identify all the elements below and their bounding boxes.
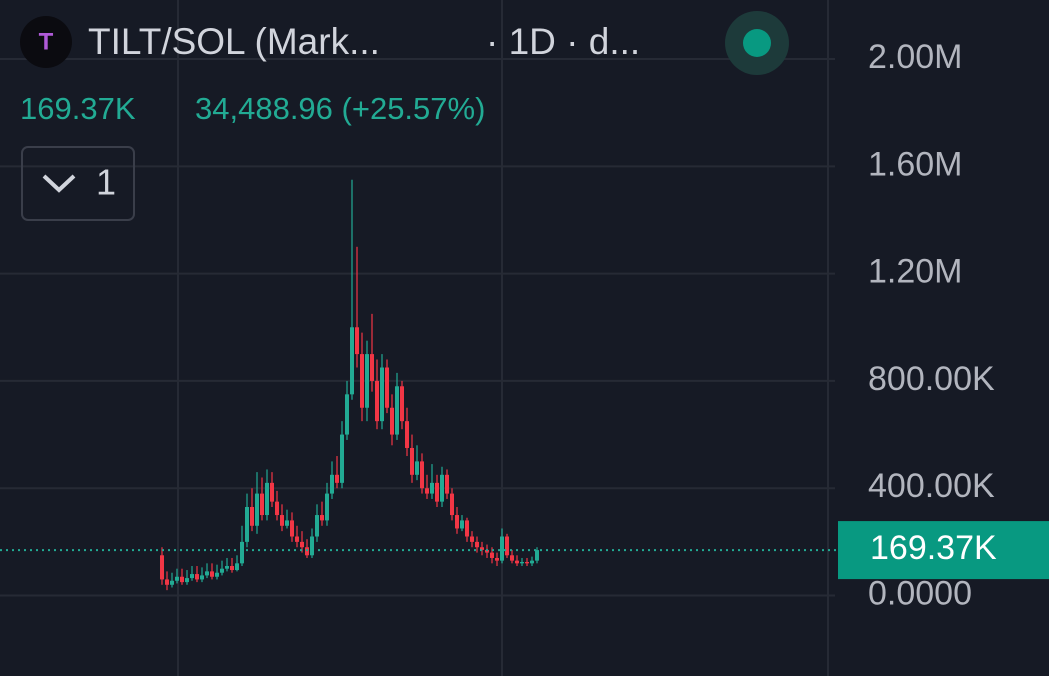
y-tick-label: 0.0000 bbox=[868, 575, 972, 613]
candle-body bbox=[385, 367, 389, 408]
candle-body bbox=[195, 574, 199, 580]
candle-body bbox=[255, 493, 259, 526]
candle-body bbox=[160, 555, 164, 580]
candle-body bbox=[290, 520, 294, 537]
token-icon bbox=[20, 16, 72, 68]
candle-body bbox=[245, 507, 249, 542]
candle-body bbox=[355, 327, 359, 355]
candle-body bbox=[475, 541, 479, 548]
candle-body bbox=[390, 407, 394, 435]
plot bbox=[0, 58, 835, 597]
symbol-title: TILT/SOL (Mark... bbox=[88, 21, 380, 62]
candle-body bbox=[270, 482, 274, 502]
candle-body bbox=[360, 354, 364, 408]
candle-body bbox=[440, 474, 444, 502]
candle-body bbox=[265, 482, 269, 516]
indicator-toggle[interactable] bbox=[21, 146, 135, 221]
candle-body bbox=[430, 482, 434, 494]
candle-body bbox=[415, 461, 419, 475]
candle-body bbox=[460, 520, 464, 529]
candle-body bbox=[180, 576, 184, 583]
y-tick-label: 1.20M bbox=[868, 253, 963, 291]
candle-body bbox=[450, 493, 454, 516]
candle-body bbox=[470, 536, 474, 542]
candle-body bbox=[225, 566, 229, 569]
y-tick-label: 400.00K bbox=[868, 467, 995, 505]
candle-body bbox=[325, 493, 329, 521]
candle-body bbox=[395, 386, 399, 435]
candle-body bbox=[435, 482, 439, 502]
candle-body bbox=[315, 515, 319, 537]
candle-body bbox=[340, 434, 344, 483]
candle-body bbox=[185, 578, 189, 583]
y-tick-label: 1.60M bbox=[868, 145, 963, 183]
candle-body bbox=[210, 571, 214, 577]
price-label-box bbox=[838, 521, 1049, 580]
candle-body bbox=[515, 560, 519, 564]
candle-body bbox=[375, 380, 379, 422]
candle-body bbox=[535, 550, 539, 561]
candle-body bbox=[305, 547, 309, 556]
candle-body bbox=[320, 515, 324, 521]
candle-body bbox=[230, 566, 234, 571]
candle-body bbox=[510, 555, 514, 561]
candle-body bbox=[175, 576, 179, 581]
candle-body bbox=[330, 474, 334, 494]
candle-body bbox=[420, 461, 424, 489]
candle-body bbox=[485, 549, 489, 553]
interval: · 1D · d... bbox=[486, 21, 640, 62]
header-price: 169.37K bbox=[20, 91, 136, 126]
candle-body bbox=[455, 515, 459, 529]
candle-body bbox=[215, 572, 219, 577]
candle-body bbox=[345, 394, 349, 435]
candle-body bbox=[410, 447, 414, 475]
candle-body bbox=[480, 547, 484, 550]
candle-body bbox=[405, 421, 409, 448]
candle-body bbox=[365, 354, 369, 408]
candle-body bbox=[370, 354, 374, 381]
candle-body bbox=[190, 574, 194, 579]
candle-body bbox=[495, 557, 499, 561]
candle-body bbox=[335, 474, 339, 483]
candle-body bbox=[505, 536, 509, 556]
candle-body bbox=[260, 493, 264, 516]
candle-body bbox=[220, 568, 224, 573]
candle-body bbox=[275, 501, 279, 516]
token-letter: T bbox=[39, 28, 54, 55]
candle-body bbox=[400, 386, 404, 422]
y-tick-label: 2.00M bbox=[868, 38, 963, 76]
candle-body bbox=[285, 520, 289, 526]
price-label: 169.37K bbox=[870, 529, 997, 567]
candle-body bbox=[295, 536, 299, 542]
candle-body bbox=[250, 507, 254, 526]
candle-body bbox=[300, 541, 304, 548]
candle-body bbox=[350, 327, 354, 395]
candle-body bbox=[235, 563, 239, 571]
candle-body bbox=[465, 520, 469, 537]
indicator-count: 1 bbox=[96, 162, 116, 203]
status-dot[interactable] bbox=[743, 29, 771, 57]
candle-body bbox=[380, 367, 384, 422]
candle-body bbox=[280, 515, 284, 526]
candle-body bbox=[530, 560, 534, 564]
candle-body bbox=[525, 561, 529, 564]
candle-body bbox=[240, 541, 244, 564]
header-change: 34,488.96 (+25.57%) bbox=[195, 91, 485, 126]
candle-body bbox=[205, 571, 209, 576]
candle-body bbox=[425, 488, 429, 494]
candle-body bbox=[490, 552, 494, 558]
candle-body bbox=[520, 561, 524, 564]
candle-body bbox=[310, 536, 314, 556]
chevron bbox=[42, 174, 76, 193]
y-tick-label: 800.00K bbox=[868, 360, 995, 398]
candle-body bbox=[170, 580, 174, 585]
candle-body bbox=[200, 575, 204, 580]
candle-body bbox=[500, 536, 504, 561]
candle-body bbox=[165, 579, 169, 585]
candle-body bbox=[445, 474, 449, 494]
